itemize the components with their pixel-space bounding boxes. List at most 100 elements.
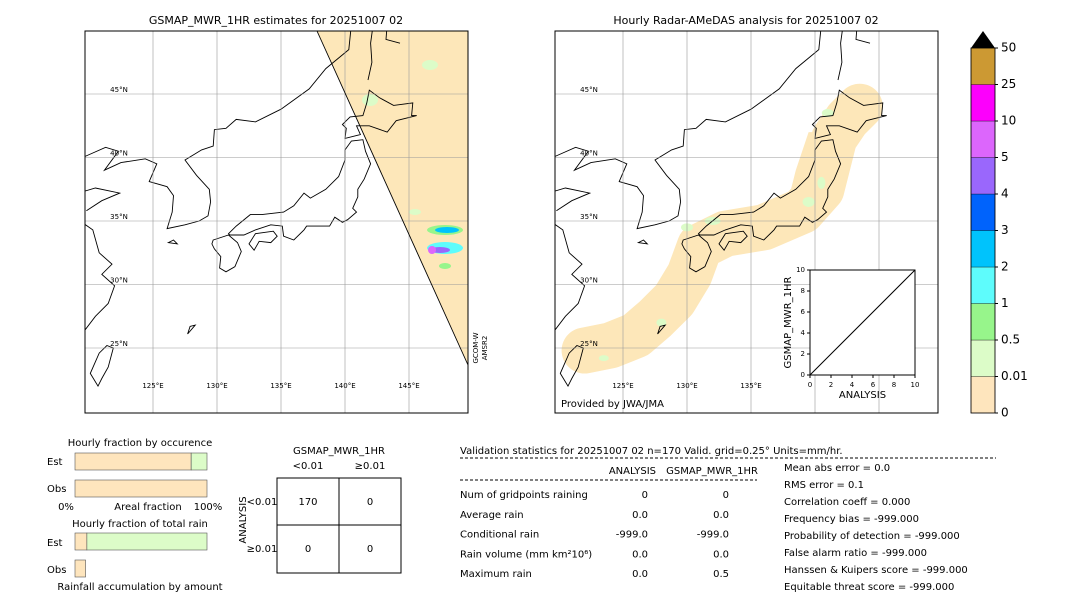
lon-label: 125°E	[142, 382, 163, 390]
fraction-bar	[74, 479, 208, 498]
coastline	[385, 31, 401, 44]
colorbar-label: 4	[1001, 187, 1009, 201]
right-map	[555, 31, 938, 413]
y-tick-label: 10	[796, 266, 805, 274]
lon-label: 145°E	[398, 382, 419, 390]
table-cell: 0	[367, 544, 373, 555]
colorbar-segment	[970, 120, 996, 158]
stat-value: 0	[723, 490, 729, 501]
coastline	[681, 234, 712, 273]
x-axis-label: ANALYSIS	[839, 390, 886, 401]
coastline	[85, 187, 122, 212]
lon-label: 140°E	[334, 382, 355, 390]
y-tick-label: 0	[801, 371, 805, 379]
coastline	[559, 344, 584, 388]
score: Correlation coeff = 0.000	[784, 497, 910, 508]
axis-label: Areal fraction	[114, 502, 181, 513]
stat-value: -999.0	[616, 530, 648, 541]
colorbar-segment	[970, 157, 996, 195]
colorbar-segment	[970, 303, 996, 341]
lon-label: 130°E	[206, 382, 227, 390]
colorbar-segment	[970, 339, 996, 377]
coastline	[341, 89, 417, 139]
colorbar-label: 0.01	[1001, 369, 1028, 383]
stat-value: 0.5	[713, 569, 729, 580]
stat-label: Average rain	[460, 510, 524, 521]
lat-label: 45°N	[110, 86, 128, 94]
column-header: ANALYSIS	[609, 466, 656, 477]
row-label: Obs	[47, 484, 66, 495]
fraction-bar	[86, 532, 208, 551]
fraction-bar	[74, 532, 88, 551]
panel-title: Hourly fraction of total rain	[72, 519, 208, 530]
coastline	[855, 31, 871, 44]
x-tick-label: 10	[911, 381, 920, 389]
rain-patch	[435, 227, 459, 233]
stat-label: Num of gridpoints raining	[460, 490, 588, 501]
row-title: ANALYSIS	[238, 496, 249, 543]
score: Probability of detection = -999.000	[784, 531, 960, 542]
rain-patch	[439, 263, 451, 269]
row-label: Obs	[47, 565, 66, 576]
colorbar-label: 5	[1001, 150, 1009, 164]
rain-patch	[656, 318, 667, 327]
coastline	[89, 344, 114, 388]
rain-patch	[422, 60, 438, 70]
coastline	[248, 230, 278, 251]
stat-value: 0.0	[632, 569, 648, 580]
lat-label: 45°N	[580, 86, 598, 94]
coastline	[718, 230, 748, 251]
x-tick-label: 8	[892, 381, 896, 389]
x-tick-label: 0	[808, 381, 812, 389]
stat-value: 0	[642, 490, 648, 501]
colorbar-label: 3	[1001, 223, 1009, 237]
lat-label: 40°N	[580, 150, 598, 158]
colorbar-label: 2	[1001, 260, 1009, 274]
map-frame	[554, 30, 939, 414]
column-header: GSMAP_MWR_1HR	[666, 466, 758, 477]
validation-header: Validation statistics for 20251007 02 n=…	[460, 446, 843, 457]
coastline	[636, 239, 649, 245]
row-header: ≥0.01	[247, 544, 278, 555]
colorbar-label: 0	[1001, 406, 1009, 420]
x-tick-label: 2	[829, 381, 833, 389]
axis-label: 0%	[58, 502, 74, 513]
colorbar-extend	[971, 31, 995, 48]
colorbar-label: 0.5	[1001, 333, 1020, 347]
colorbar-label: 10	[1001, 114, 1016, 128]
table-title: GSMAP_MWR_1HR	[293, 446, 385, 457]
lat-label: 30°N	[110, 277, 128, 285]
lat-label: 30°N	[580, 277, 598, 285]
colorbar-label: 1	[1001, 296, 1009, 310]
score: Hanssen & Kuipers score = -999.000	[784, 565, 968, 576]
y-tick-label: 2	[801, 350, 805, 358]
rain-patch	[817, 176, 826, 189]
x-tick-label: 6	[871, 381, 876, 389]
stat-value: 0.0	[632, 549, 648, 560]
score: RMS error = 0.1	[784, 480, 864, 491]
coastline	[85, 31, 352, 230]
stat-value: 0.0	[632, 510, 648, 521]
panel-title: Hourly fraction by occurence	[68, 438, 212, 449]
lon-label: 125°E	[612, 382, 633, 390]
diagonal	[809, 269, 916, 376]
coastline	[367, 31, 373, 81]
rain-patch	[362, 94, 378, 106]
score: False alarm ratio = -999.000	[784, 548, 927, 559]
table-cell: 0	[367, 497, 373, 508]
colorbar-segment	[970, 230, 996, 268]
colorbar-segment	[970, 47, 996, 85]
map-title: Hourly Radar-AMeDAS analysis for 2025100…	[613, 14, 878, 27]
credit: Provided by JWA/JMA	[561, 399, 664, 410]
table-cell: 0	[305, 544, 311, 555]
stat-value: 0.0	[713, 510, 729, 521]
colorbar-segment	[970, 376, 996, 414]
score: Frequency bias = -999.000	[784, 514, 919, 525]
coastline	[187, 324, 197, 335]
x-tick-label: 4	[850, 381, 855, 389]
coastline	[555, 31, 822, 230]
coastline	[657, 324, 667, 335]
rain-patch	[802, 196, 815, 207]
coastline	[811, 89, 887, 139]
lat-label: 25°N	[580, 340, 598, 348]
